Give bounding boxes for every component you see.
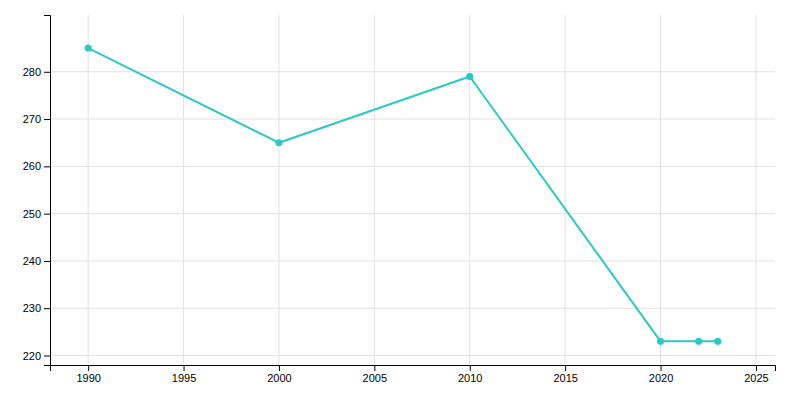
y-tick-label: 230	[23, 302, 41, 314]
y-tick-mark	[44, 166, 50, 167]
x-tick-label: 2005	[363, 372, 387, 384]
chart-container: 1990 1995 2000 2005 2010 2015 2020 2025 220 230 24…	[0, 0, 800, 400]
x-tick-mark	[470, 365, 471, 371]
y-tick-mark	[44, 214, 50, 215]
y-tick-mark	[44, 261, 50, 262]
marker	[85, 45, 92, 52]
x-tick-mark	[565, 365, 566, 371]
y-axis-line	[44, 16, 51, 366]
x-tick: 2015	[553, 365, 577, 384]
y-tick: 270	[23, 113, 50, 125]
grid-line-x	[565, 15, 566, 365]
y-tick-label: 270	[23, 113, 41, 125]
y-tick-label: 220	[23, 350, 41, 362]
marker	[657, 338, 664, 345]
x-tick: 2005	[363, 365, 387, 384]
plot-area: 1990 1995 2000 2005 2010 2015 2020 2025 220 230 24…	[23, 15, 776, 384]
x-tick-label: 2020	[649, 372, 673, 384]
chart-svg: 1990 1995 2000 2005 2010 2015 2020 2025 220 230 24…	[0, 0, 800, 400]
marker	[714, 338, 721, 345]
y-tick: 260	[23, 160, 50, 172]
grid-line-x	[278, 15, 279, 365]
y-tick: 240	[23, 255, 50, 267]
grid-line-x	[183, 15, 184, 365]
x-tick: 2000	[267, 365, 291, 384]
x-tick: 2025	[744, 365, 768, 384]
grid-line-y	[50, 71, 775, 72]
x-tick-mark	[279, 365, 280, 371]
y-tick: 220	[23, 350, 50, 362]
y-tick-label: 250	[23, 208, 41, 220]
grid-line-y	[50, 308, 775, 309]
marker	[466, 73, 473, 80]
x-tick: 2010	[458, 365, 482, 384]
x-tick-label: 2025	[744, 372, 768, 384]
grid-line-x	[660, 15, 661, 365]
y-tick-mark	[44, 72, 50, 73]
y-tick-label: 260	[23, 160, 41, 172]
x-tick-label: 2000	[267, 372, 291, 384]
grid-line-x	[374, 15, 375, 365]
x-tick: 1990	[76, 365, 100, 384]
x-tick-mark	[88, 365, 89, 371]
grid-line-y	[50, 213, 775, 214]
grid-line-y	[50, 166, 775, 167]
grid-line-x	[469, 15, 470, 365]
x-tick-label: 2010	[458, 372, 482, 384]
x-tick-label: 1990	[76, 372, 100, 384]
grid-line-y	[50, 119, 775, 120]
x-tick: 2020	[649, 365, 673, 384]
marker	[275, 139, 282, 146]
x-tick-mark	[374, 365, 375, 371]
y-tick-mark	[44, 356, 50, 357]
x-tick-mark	[661, 365, 662, 371]
grid-line-y	[50, 355, 775, 356]
y-tick: 250	[23, 208, 50, 220]
x-tick-label: 2015	[553, 372, 577, 384]
line	[88, 48, 718, 341]
x-tick-label: 1995	[172, 372, 196, 384]
x-tick-mark	[184, 365, 185, 371]
y-tick-mark	[44, 119, 50, 120]
x-tick-mark	[756, 365, 757, 371]
marker	[695, 338, 702, 345]
y-tick: 280	[23, 66, 50, 78]
y-tick: 230	[23, 302, 50, 314]
x-tick: 1995	[172, 365, 196, 384]
x-axis: 1990 1995 2000 2005 2010 2015 2020 2025	[51, 365, 776, 384]
y-axis: 220 230 240 250 260 270 280	[23, 16, 51, 366]
grid-line-x	[88, 15, 89, 365]
y-tick-label: 240	[23, 255, 41, 267]
y-tick-label: 280	[23, 66, 41, 78]
grid	[50, 15, 775, 365]
x-axis-line	[51, 366, 776, 372]
marks	[85, 45, 722, 345]
grid-line-x	[755, 15, 756, 365]
grid-line-y	[50, 260, 775, 261]
y-tick-mark	[44, 308, 50, 309]
